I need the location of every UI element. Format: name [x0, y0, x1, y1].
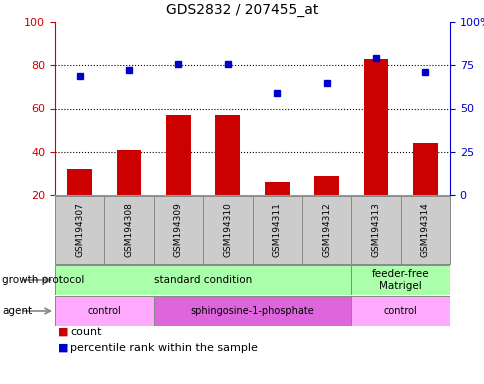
- Bar: [264, 182, 289, 238]
- Bar: [252, 196, 301, 264]
- Bar: [55, 265, 350, 295]
- Text: GDS2832 / 207455_at: GDS2832 / 207455_at: [166, 3, 318, 17]
- Bar: [153, 296, 350, 326]
- Text: GSM194311: GSM194311: [272, 203, 281, 257]
- Bar: [301, 196, 350, 264]
- Text: GSM194307: GSM194307: [75, 203, 84, 257]
- Text: count: count: [70, 327, 101, 337]
- Text: GSM194314: GSM194314: [420, 203, 429, 257]
- Text: control: control: [87, 306, 121, 316]
- Bar: [55, 196, 104, 264]
- Text: GSM194312: GSM194312: [321, 203, 331, 257]
- Text: standard condition: standard condition: [154, 275, 252, 285]
- Bar: [104, 196, 153, 264]
- Text: GSM194313: GSM194313: [371, 203, 379, 257]
- Bar: [166, 115, 190, 238]
- Bar: [350, 296, 449, 326]
- Text: percentile rank within the sample: percentile rank within the sample: [70, 343, 257, 353]
- Bar: [153, 196, 203, 264]
- Text: ■: ■: [58, 327, 68, 337]
- Bar: [117, 150, 141, 238]
- Text: control: control: [383, 306, 417, 316]
- Text: ■: ■: [58, 343, 68, 353]
- Text: agent: agent: [2, 306, 32, 316]
- Text: GSM194310: GSM194310: [223, 203, 232, 257]
- Bar: [314, 175, 338, 238]
- Text: GSM194308: GSM194308: [124, 203, 133, 257]
- Bar: [203, 196, 252, 264]
- Bar: [55, 296, 153, 326]
- Text: GSM194309: GSM194309: [174, 203, 182, 257]
- Bar: [350, 196, 400, 264]
- Text: growth protocol: growth protocol: [2, 275, 84, 285]
- Bar: [350, 265, 449, 295]
- Text: sphingosine-1-phosphate: sphingosine-1-phosphate: [190, 306, 314, 316]
- Bar: [215, 115, 240, 238]
- Bar: [363, 59, 388, 238]
- Bar: [412, 143, 437, 238]
- Bar: [67, 169, 92, 238]
- Bar: [400, 196, 449, 264]
- Text: feeder-free
Matrigel: feeder-free Matrigel: [371, 269, 428, 291]
